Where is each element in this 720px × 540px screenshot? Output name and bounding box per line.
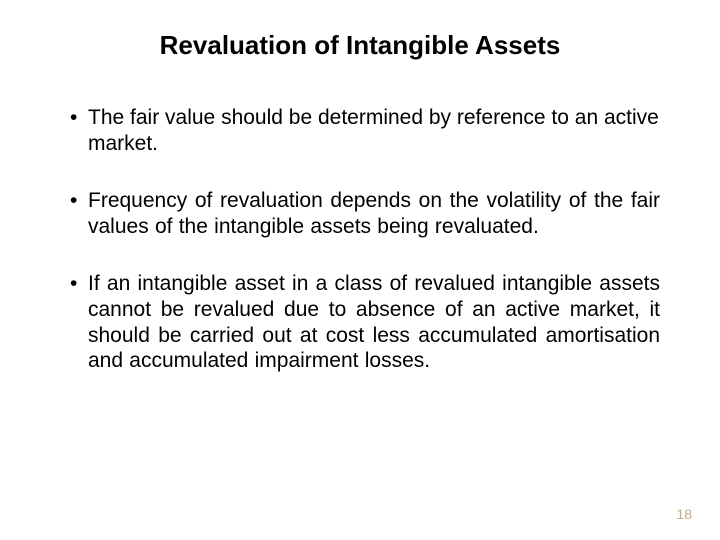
bullet-dot-icon: •: [70, 271, 88, 297]
slide: Revaluation of Intangible Assets • The f…: [0, 0, 720, 540]
bullet-text: If an intangible asset in a class of rev…: [88, 271, 660, 373]
bullet-text: The fair value should be determined by r…: [88, 105, 660, 156]
bullet-item: • If an intangible asset in a class of r…: [70, 271, 660, 373]
slide-title: Revaluation of Intangible Assets: [0, 30, 720, 61]
bullet-item: • The fair value should be determined by…: [70, 105, 660, 156]
bullet-list: • The fair value should be determined by…: [70, 105, 660, 406]
bullet-item: • Frequency of revaluation depends on th…: [70, 188, 660, 239]
page-number: 18: [676, 506, 692, 522]
bullet-dot-icon: •: [70, 105, 88, 131]
bullet-text: Frequency of revaluation depends on the …: [88, 188, 660, 239]
bullet-dot-icon: •: [70, 188, 88, 214]
